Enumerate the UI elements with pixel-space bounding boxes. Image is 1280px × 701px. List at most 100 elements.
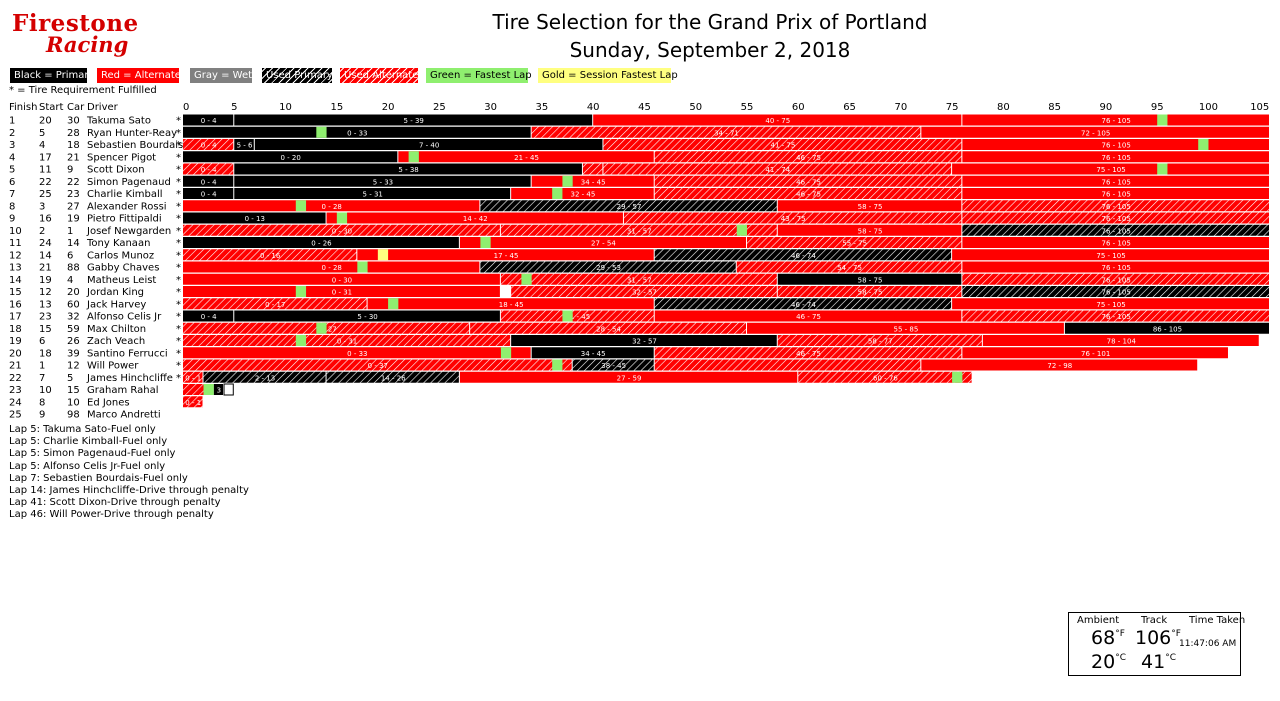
stint-bar [777, 335, 982, 346]
stint-label: 76 - 105 [1102, 264, 1131, 272]
stint-label: 34 - 45 [581, 178, 606, 186]
start-cell: 21 [39, 263, 52, 274]
stint-label: 14 - 42 [463, 215, 488, 223]
stint-bar [183, 175, 234, 187]
stint-bar [962, 139, 1269, 150]
stint-bar [982, 335, 1259, 346]
stint-bar [962, 200, 1269, 212]
start-cell: 2 [39, 226, 45, 237]
stint-label: 0 - 20 [281, 154, 301, 162]
driver-name: Sebastien Bourdais [87, 140, 183, 151]
stint-bar [183, 335, 511, 346]
table-row: 13 21 88 Gabby Chaves * 0 - 28 29 - 53 54 - 75 7… [9, 261, 1269, 274]
firestone-racing-logo: Firestone Racing [8, 8, 163, 57]
stint-label: 76 - 105 [1102, 313, 1131, 321]
stint-bar [603, 139, 962, 150]
stint-label: 0 - 1 [185, 399, 201, 407]
stint-bar [952, 249, 1269, 261]
stint-bar [183, 310, 234, 322]
stint-bar [459, 371, 798, 383]
table-row: 5 11 9 Scott Dixon * 0 - 4 5 - 38 41 - 74 75 - 1… [9, 163, 1269, 176]
stint-bar [183, 212, 326, 224]
stint-label: 43 - 75 [781, 215, 806, 223]
car-cell: 98 [67, 410, 80, 421]
stint-bar [183, 151, 398, 163]
stint-label: 0 - 4 [201, 166, 217, 174]
chart-subtitle: Sunday, September 2, 2018 [569, 38, 851, 62]
x-tick-label: 80 [997, 102, 1010, 113]
stint-label: 5 - 6 [237, 142, 253, 150]
table-row: 24 8 10 Ed Jones 0 - 1 [9, 396, 203, 408]
stint-bar [962, 224, 1269, 236]
table-row: 11 24 14 Tony Kanaan * 0 - 26 27 - 54 55 - 75 76… [9, 237, 1269, 249]
stint-bar [952, 298, 1269, 310]
table-row: 1 20 30 Takuma Sato * 0 - 4 5 - 39 40 - 75 76 - … [9, 114, 1269, 127]
stint-bar [962, 212, 1269, 224]
x-tick-label: 50 [689, 102, 702, 113]
driver-name: Matheus Leist [87, 275, 156, 286]
finish-cell: 8 [9, 201, 15, 212]
start-cell: 5 [39, 128, 45, 139]
fastest-lap-marker [295, 335, 307, 346]
stint-label: 21 - 45 [514, 154, 539, 162]
stint-bar [921, 359, 1198, 371]
x-tick-label: 40 [587, 102, 600, 113]
stint-label: 27 - 54 [591, 240, 616, 248]
stint-label: 46 - 75 [796, 313, 821, 321]
stint-bar [777, 224, 962, 236]
requirement-note: * = Tire Requirement Fulfilled [9, 85, 157, 96]
fastest-lap-marker [357, 261, 368, 273]
finish-cell: 20 [9, 348, 22, 359]
car-cell: 28 [67, 128, 80, 139]
x-tick-label: 95 [1151, 102, 1164, 113]
stint-label: 3 [217, 387, 221, 395]
legend-alternate: Red = Alternate [97, 68, 181, 83]
table-row: 25 9 98 Marco Andretti [9, 410, 161, 421]
stint-label: 0 - 31 [337, 338, 357, 346]
stint-bar [777, 273, 962, 285]
car-cell: 30 [67, 116, 80, 127]
start-cell: 20 [39, 116, 52, 127]
driver-name: Josef Newgarden [86, 226, 171, 237]
x-tick-label: 90 [1100, 102, 1113, 113]
stint-label: 0 - 4 [201, 178, 217, 186]
table-row: 7 25 23 Charlie Kimball * 0 - 4 5 - 31 32 - 45 4… [9, 188, 1269, 200]
stint-label: 75 - 105 [1096, 166, 1125, 174]
finish-cell: 5 [9, 165, 15, 176]
fastest-lap-marker [316, 322, 327, 334]
stint-label: 0 - 31 [332, 289, 352, 297]
stint-label: 76 - 105 [1102, 240, 1131, 248]
stint-label: 86 - 105 [1153, 325, 1182, 333]
legend-used-alternate: Used Alternate [340, 68, 418, 83]
driver-name: Scott Dixon [87, 165, 145, 176]
car-cell: 5 [67, 373, 73, 384]
stint-label: 7 - 40 [419, 142, 439, 150]
legend-wet: Gray = Wet [190, 68, 252, 83]
legend-fastest: Green = Fastest Lap [426, 68, 532, 83]
stint-bar [326, 371, 459, 383]
x-tick-label: 75 [946, 102, 959, 113]
stint-label: 46 - 74 [791, 301, 816, 309]
stint-label: 76 - 105 [1102, 142, 1131, 150]
fastest-lap-marker [562, 175, 573, 187]
stint-bar [234, 310, 500, 322]
finish-cell: 6 [9, 177, 15, 188]
chart-title: Tire Selection for the Grand Prix of Por… [492, 10, 928, 34]
legend-primary: Black = Primary [10, 68, 94, 83]
car-cell: 60 [67, 299, 80, 310]
requirement-mark: * [176, 140, 181, 151]
stint-bar [962, 347, 1228, 359]
stint-bar [398, 151, 654, 163]
car-cell: 1 [67, 226, 73, 237]
car-cell: 14 [67, 238, 80, 249]
car-cell: 26 [67, 336, 80, 347]
driver-name: Gabby Chaves [87, 263, 159, 274]
time-taken-value: 11:47:06 AM [1179, 639, 1237, 649]
requirement-mark: * [176, 299, 181, 310]
stint-label: 0 - 17 [265, 301, 285, 309]
stint-bar [234, 139, 254, 150]
requirement-mark: * [176, 263, 181, 274]
stint-label: 29 - 53 [596, 264, 621, 272]
x-tick-label: 35 [536, 102, 549, 113]
